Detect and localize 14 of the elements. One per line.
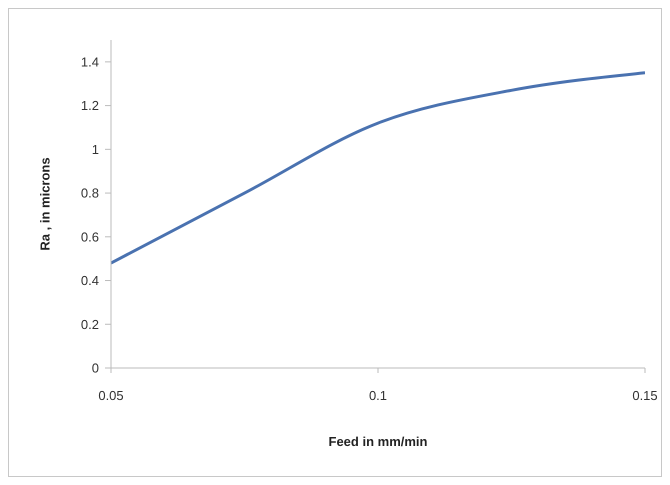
y-tick-label: 1.2: [80, 98, 99, 114]
y-tick-label: 0.2: [80, 316, 99, 332]
y-tick-label: 0.6: [80, 229, 99, 244]
y-tick-label: 0: [92, 360, 99, 376]
x-tick-label: 0.05: [98, 388, 124, 404]
y-tick-label: 1: [92, 142, 99, 157]
y-tick-label: 0.8: [80, 186, 99, 201]
x-tick-label: 0.1: [368, 388, 388, 404]
x-tick-label: 0.15: [632, 388, 658, 404]
y-tick-label: 1.4: [80, 54, 99, 70]
line-series: [111, 71, 645, 265]
y-axis-title: Ra , in microns: [38, 157, 53, 251]
y-tick-label: 0.4: [80, 273, 99, 288]
x-axis-title: Feed in mm/min: [328, 434, 428, 449]
